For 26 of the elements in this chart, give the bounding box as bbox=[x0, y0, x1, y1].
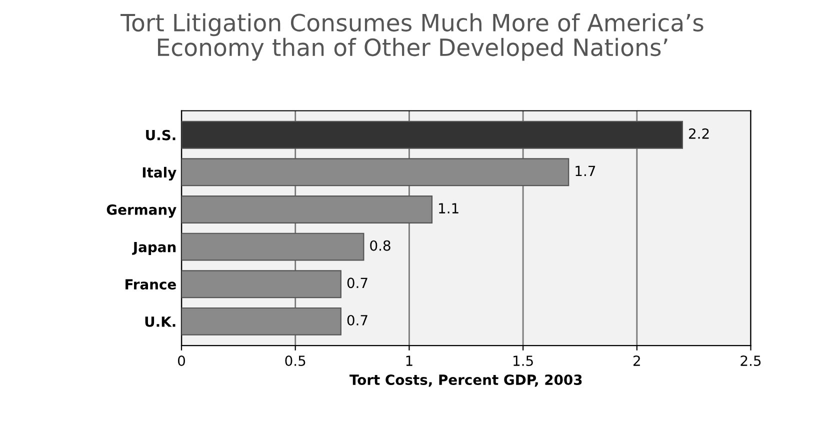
bar bbox=[182, 232, 364, 261]
data-label: 1.7 bbox=[576, 166, 596, 176]
y-tick-label: Italy bbox=[142, 166, 176, 180]
x-tick-label: 1 bbox=[406, 356, 412, 366]
data-label: 0.8 bbox=[370, 240, 390, 251]
x-tick-label: 2 bbox=[634, 356, 640, 366]
y-tick-label: Japan bbox=[132, 242, 176, 255]
data-label: 1.1 bbox=[439, 203, 458, 214]
bar bbox=[182, 158, 570, 186]
data-label: 2.2 bbox=[689, 128, 709, 139]
x-tick-label: 1.5 bbox=[514, 356, 533, 366]
bar bbox=[182, 196, 433, 224]
y-tick-label: Germany bbox=[106, 204, 176, 218]
y-tick-label: U.S. bbox=[146, 130, 176, 140]
data-label: 0.7 bbox=[347, 278, 368, 288]
x-tick-label: 2.5 bbox=[740, 356, 761, 366]
bar bbox=[182, 307, 342, 336]
bar bbox=[182, 270, 342, 298]
chart-title: Tort Litigation Consumes Much More of America’s Economy than of Other Developed Nations’ bbox=[120, 13, 704, 61]
bar bbox=[182, 120, 683, 149]
data-label: 0.7 bbox=[347, 314, 368, 326]
x-axis-title: Tort Costs, Percent GDP, 2003 bbox=[350, 374, 582, 387]
y-tick-label: U.K. bbox=[145, 316, 176, 327]
x-tick-label: 0 bbox=[178, 356, 185, 366]
y-tick-label: France bbox=[126, 279, 176, 290]
x-tick-label: 0.5 bbox=[285, 356, 306, 366]
